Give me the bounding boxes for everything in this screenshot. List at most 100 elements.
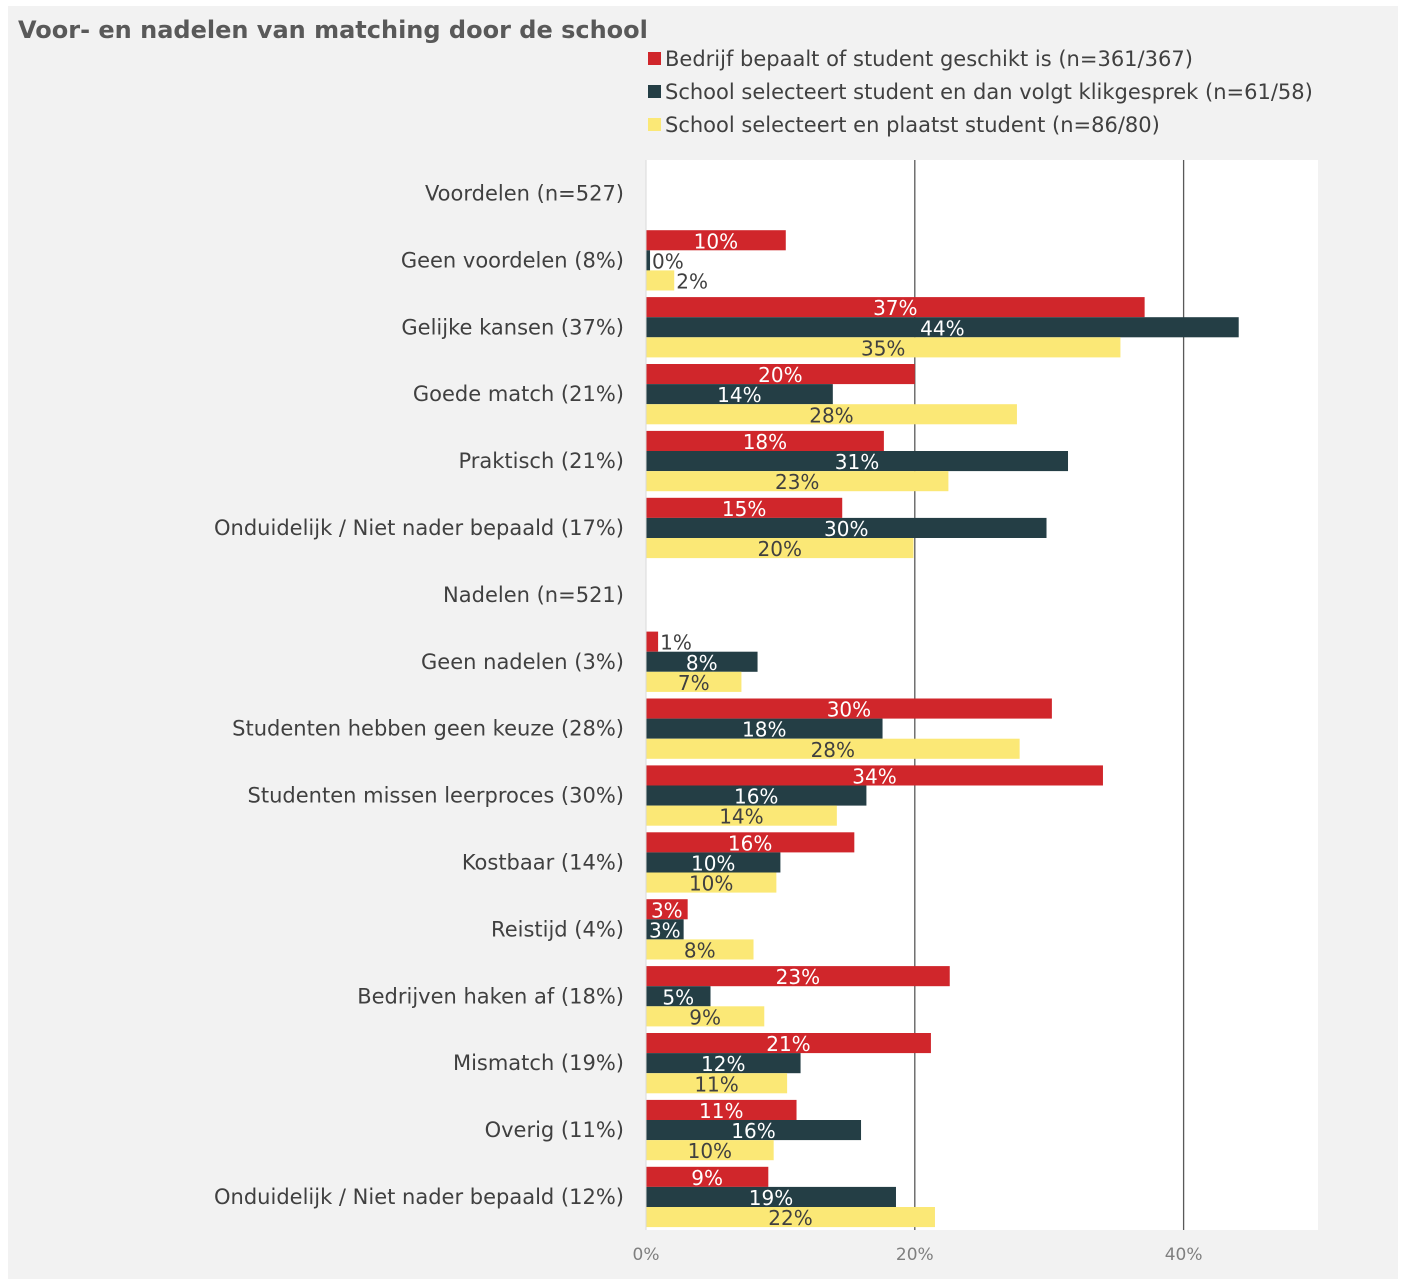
category-label: Geen voordelen (8%) [401, 248, 624, 272]
data-label: 31% [835, 450, 879, 474]
bar [646, 966, 950, 987]
bar [646, 297, 1145, 318]
legend-label-bedrijf: Bedrijf bepaalt of student geschikt is (… [665, 46, 1193, 71]
chart-legend: Bedrijf bepaalt of student geschikt is (… [648, 42, 1313, 141]
legend-label-plaatst: School selecteert en plaatst student (n=… [665, 112, 1160, 137]
bar [646, 1186, 896, 1207]
category-label: Nadelen (n=521) [443, 583, 624, 607]
data-label: 10% [694, 229, 738, 253]
legend-swatch-klikgesprek [648, 85, 661, 98]
category-label: Bedrijven haken af (18%) [357, 984, 624, 1008]
bar [646, 517, 1047, 538]
data-label: 30% [824, 517, 868, 541]
bar [646, 1053, 801, 1074]
category-label: Geen nadelen (3%) [421, 650, 624, 674]
data-label: 20% [758, 363, 802, 387]
bar [646, 1166, 769, 1187]
data-label: 12% [701, 1052, 745, 1076]
bar [646, 872, 777, 893]
chart-title: Voor- en nadelen van matching door de sc… [18, 16, 648, 44]
bar [646, 919, 684, 940]
data-label: 15% [722, 497, 766, 521]
bar [646, 230, 786, 251]
category-label: Onduidelijk / Niet nader bepaald (17%) [214, 516, 624, 540]
data-label: 8% [684, 939, 716, 963]
bar [646, 384, 833, 405]
bar [646, 899, 688, 920]
data-label: 9% [689, 1005, 721, 1029]
bar [646, 631, 659, 652]
bar [646, 337, 1121, 358]
bar [646, 1099, 797, 1120]
legend-item-klikgesprek: School selecteert student en dan volgt k… [648, 75, 1313, 108]
category-label: Onduidelijk / Niet nader bepaald (12%) [214, 1185, 624, 1209]
data-label: 20% [758, 537, 802, 561]
data-label: 21% [766, 1032, 810, 1056]
bar [646, 651, 758, 672]
data-label: 14% [719, 805, 763, 829]
bar [646, 738, 1020, 759]
bar [646, 538, 914, 559]
data-label: 7% [678, 671, 710, 695]
bar [646, 671, 742, 692]
bar [646, 270, 675, 291]
bar [646, 471, 949, 492]
category-label: Overig (11%) [485, 1118, 624, 1142]
data-label: 10% [688, 1139, 732, 1163]
data-label: 11% [694, 1072, 738, 1096]
bar [646, 1207, 935, 1228]
bar [646, 1033, 931, 1054]
data-label: 14% [717, 383, 761, 407]
bar [646, 805, 837, 826]
x-tick-label: 20% [896, 1245, 934, 1265]
data-label: 5% [662, 985, 694, 1009]
data-label: 0% [652, 249, 684, 273]
bar [646, 250, 651, 271]
data-label: 18% [743, 430, 787, 454]
legend-swatch-bedrijf [648, 52, 661, 65]
category-label: Gelijke kansen (37%) [401, 315, 624, 339]
category-label: Reistijd (4%) [491, 917, 624, 941]
category-label: Goede match (21%) [413, 382, 624, 406]
bar [646, 785, 867, 806]
bar [646, 1006, 765, 1027]
category-label: Voordelen (n=527) [425, 181, 624, 205]
bar [646, 939, 754, 960]
data-label: 28% [809, 403, 853, 427]
data-label: 23% [776, 965, 820, 989]
data-label: 9% [691, 1166, 723, 1190]
legend-swatch-plaatst [648, 118, 661, 131]
data-label: 16% [731, 1119, 775, 1143]
data-label: 1% [660, 631, 692, 655]
data-label: 35% [861, 336, 905, 360]
bar [646, 497, 843, 518]
data-label: 16% [728, 831, 772, 855]
data-label: 3% [651, 898, 683, 922]
data-label: 34% [852, 765, 896, 789]
bar [646, 1120, 862, 1141]
x-tick-label: 0% [633, 1245, 660, 1265]
data-label: 44% [920, 316, 964, 340]
bar [646, 832, 855, 853]
data-label: 2% [676, 270, 708, 294]
category-label: Mismatch (19%) [453, 1051, 624, 1075]
bar [646, 765, 1103, 786]
data-label: 18% [742, 718, 786, 742]
bar [646, 1073, 788, 1094]
data-label: 10% [689, 872, 733, 896]
data-label: 8% [686, 651, 718, 675]
bar [646, 1140, 774, 1161]
bar [646, 718, 883, 739]
bar [646, 364, 915, 385]
data-label: 11% [699, 1099, 743, 1123]
data-label: 30% [827, 698, 871, 722]
bar [646, 317, 1239, 338]
bar [646, 404, 1017, 425]
chart-frame: Voor- en nadelen van matching door de sc… [8, 6, 1398, 1279]
bar [646, 430, 884, 451]
bar [646, 451, 1069, 472]
data-label: 16% [734, 785, 778, 809]
category-label: Studenten missen leerproces (30%) [248, 784, 624, 808]
legend-item-bedrijf: Bedrijf bepaalt of student geschikt is (… [648, 42, 1313, 75]
bar [646, 698, 1052, 719]
